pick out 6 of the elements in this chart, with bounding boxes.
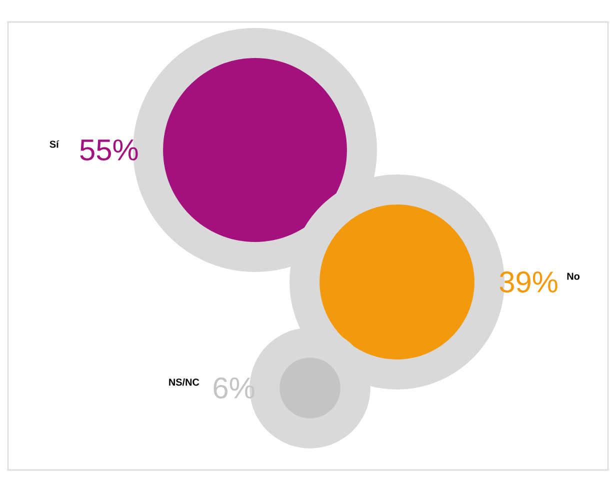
category-label: Sí — [50, 140, 60, 148]
category-label: No — [567, 272, 580, 280]
data-label: 6% — [214, 377, 254, 399]
data-label: 55% — [80, 139, 138, 161]
category-label: NS/NC — [169, 378, 200, 386]
data-label: 39% — [500, 271, 558, 293]
